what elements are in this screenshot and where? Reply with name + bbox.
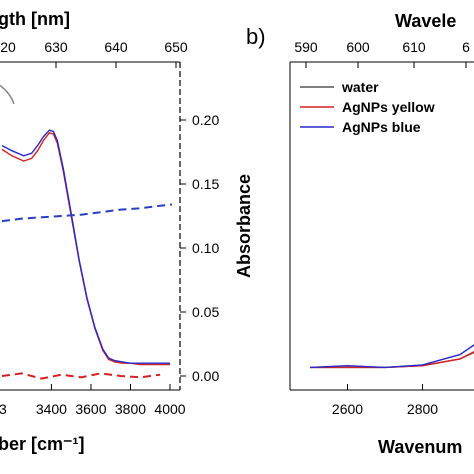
panel-a-top-axis-label: gth [nm] xyxy=(0,9,70,29)
panel-a-right-tick-label: 0.00 xyxy=(192,368,219,384)
panel-a-series xyxy=(1,129,173,380)
panel-a-bottom-tick-label: 3800 xyxy=(115,401,146,417)
panel-a: gth [nm] 20 630 640 650 3400 3600 3800 4000 3 … xyxy=(0,9,254,454)
panel-a-y-label: Absorbance xyxy=(234,174,254,278)
panel-a-right-tick-label: 0.15 xyxy=(192,176,219,192)
panel-a-right-tick-label: 0.05 xyxy=(192,304,219,320)
panel-a-top-tick-label: 640 xyxy=(104,39,128,55)
panel-a-bottom-tick-label: 3600 xyxy=(75,401,106,417)
panel-b-bottom-tick-label: 2600 xyxy=(332,401,363,417)
panel-a-bottom-axis-label: ber [cm⁻¹] xyxy=(0,434,85,454)
panel-b-label: b) xyxy=(246,24,266,49)
panel-a-series-3 xyxy=(1,372,161,380)
panel-a-top-tick-label: 650 xyxy=(164,39,188,55)
panel-b-series-2 xyxy=(309,344,474,369)
panel-a-series-2 xyxy=(1,203,173,223)
panel-b-bottom-axis-label: Wavenum xyxy=(378,437,462,457)
panel-a-right-tick-label: 0.10 xyxy=(192,240,219,256)
panel-a-top-ticks: 20 630 640 650 xyxy=(0,39,188,68)
panel-b-top-ticks: 590 600 610 6 xyxy=(294,39,470,68)
panel-a-partial-tick: 3 xyxy=(0,401,7,417)
panel-b-top-tick-label: 610 xyxy=(402,39,426,55)
panel-b-top-tick-label: 6 xyxy=(462,39,470,55)
panel-a-right-ticks: 0.00 0.05 0.10 0.15 0.20 xyxy=(180,112,219,384)
panel-b-top-axis-label: Wavele xyxy=(395,11,456,31)
panel-b-top-tick-label: 600 xyxy=(346,39,370,55)
panel-b-legend: water AgNPs yellow AgNPs blue xyxy=(300,79,435,135)
panel-a-bottom-tick-label: 3400 xyxy=(36,401,67,417)
panel-b-series-0 xyxy=(310,351,474,369)
panel-a-bottom-tick-label: 4000 xyxy=(154,401,185,417)
panel-b-bottom-ticks: 260028003000320 xyxy=(332,384,438,417)
panel-a-top-tick-label: 630 xyxy=(44,39,68,55)
panel-b-series xyxy=(309,344,474,369)
panel-a-bottom-ticks: 3400 3600 3800 4000 xyxy=(36,384,186,417)
panel-b-legend-label: AgNPs yellow xyxy=(342,99,435,115)
panel-a-series-1 xyxy=(1,129,170,364)
panel-a-right-tick-label: 0.20 xyxy=(192,112,219,128)
panel-a-series-0 xyxy=(1,131,170,366)
panel-b-top-tick-label: 590 xyxy=(294,39,318,55)
panel-b-legend-label: AgNPs blue xyxy=(342,119,421,135)
panel-b-legend-label: water xyxy=(341,79,379,95)
panel-a-top-tick-label: 20 xyxy=(0,39,16,55)
panel-b-bottom-tick-label: 2800 xyxy=(407,401,438,417)
panel-a-highlight-arc xyxy=(0,84,15,105)
panel-b-series-1 xyxy=(310,351,474,369)
